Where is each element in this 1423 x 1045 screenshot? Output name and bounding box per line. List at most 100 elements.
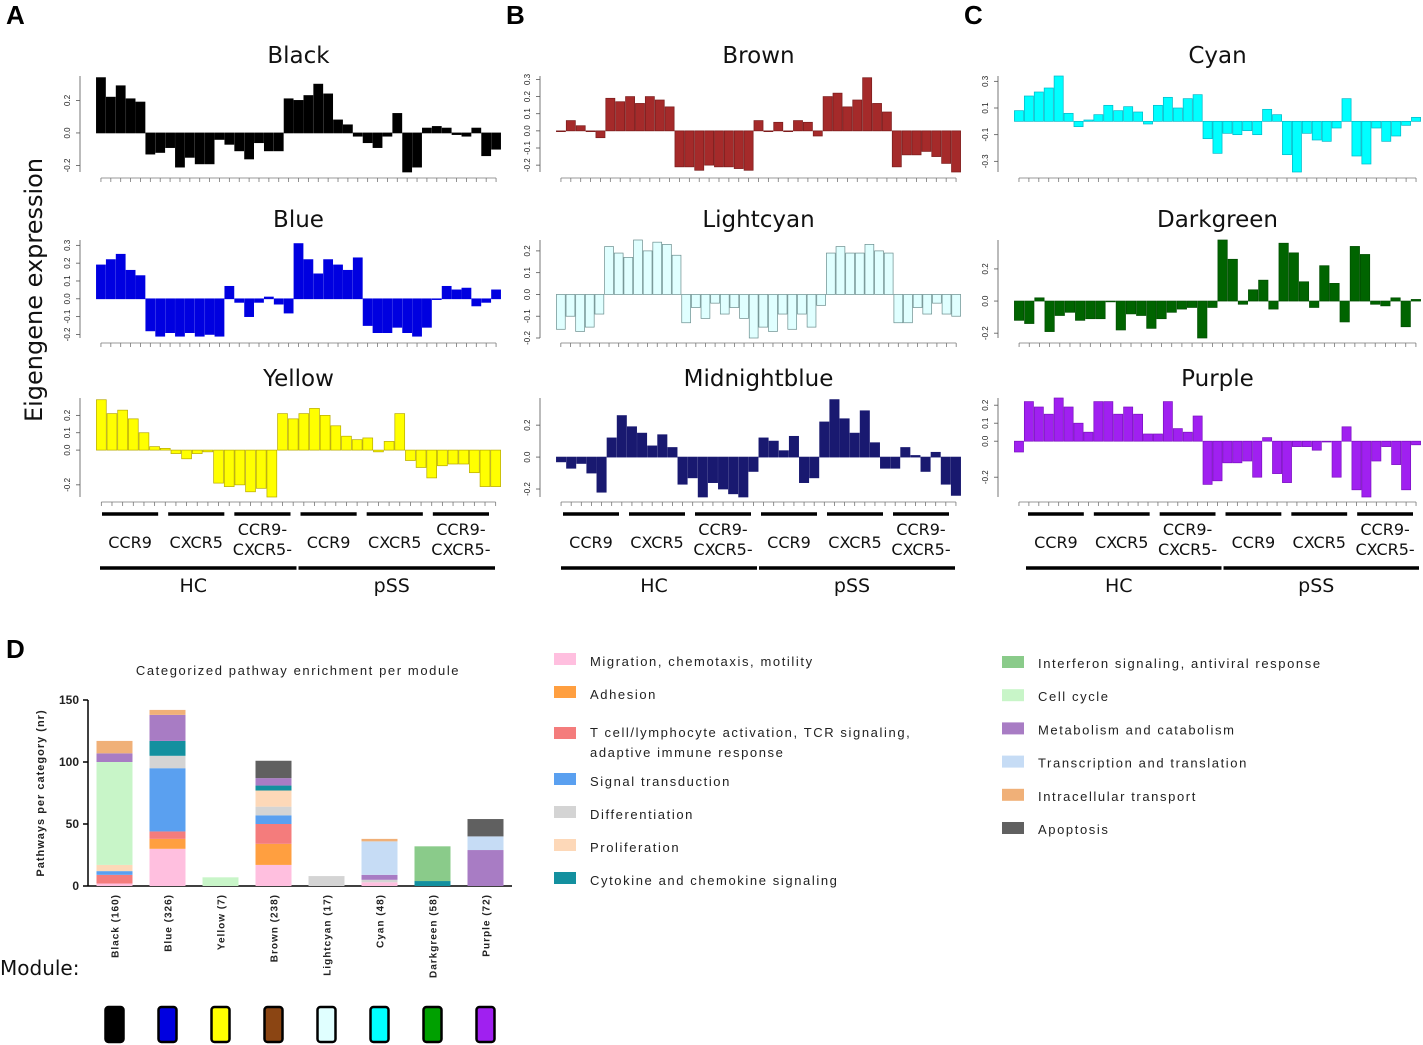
- stacked-segment: [361, 838, 398, 842]
- legend-swatch: [554, 653, 576, 665]
- eigengene-bar: [128, 418, 139, 451]
- eigengene-bar: [145, 298, 156, 332]
- module-plot-cyan: Cyan 0.3 0.1 -0.1 -0.3: [981, 43, 1421, 182]
- eigengene-bar: [1232, 440, 1243, 464]
- legend-swatch: [554, 839, 576, 851]
- y-tick-label: 0.2: [63, 257, 72, 269]
- eigengene-bar: [1014, 300, 1025, 321]
- group-label-dn-bottom: CXCR5-: [693, 540, 752, 559]
- eigengene-bar: [1227, 258, 1238, 302]
- eigengene-bar: [839, 418, 850, 458]
- group-label-dn-bottom: CXCR5-: [431, 540, 490, 559]
- eigengene-bar: [191, 449, 203, 454]
- eigengene-bar: [1033, 406, 1044, 442]
- eigengene-bar: [277, 413, 288, 451]
- stacked-segment: [414, 846, 451, 882]
- y-tick-label: -0.2: [523, 331, 532, 345]
- group-label-ccr9: CCR9: [569, 533, 613, 552]
- stacked-segment: [96, 874, 133, 884]
- legend-label: Interferon signaling, antiviral response: [1038, 656, 1322, 671]
- pathway-legend: Migration, chemotaxis, motility Adhesion T…: [554, 653, 1322, 888]
- legend-swatch: [1002, 822, 1024, 834]
- eigengene-bar: [362, 132, 373, 144]
- eigengene-bar: [575, 294, 585, 332]
- y-tick-label: 0.1: [63, 427, 72, 439]
- eigengene-bar: [575, 125, 586, 132]
- eigengene-bar: [951, 130, 961, 173]
- eigengene-bar: [145, 132, 156, 155]
- eigengene-bar: [1401, 440, 1412, 491]
- eigengene-bar: [415, 449, 427, 468]
- stacked-segment: [96, 864, 133, 872]
- y-tick-label: 0.2: [63, 409, 72, 421]
- eigengene-bar: [1329, 283, 1340, 302]
- module-plot-lightcyan: Lightcyan 0.2 0.1 0.0 -0.1 -0.2: [523, 207, 961, 347]
- category-label: Yellow (7): [217, 894, 228, 950]
- eigengene-bar: [941, 294, 952, 315]
- y-tick-label: -0.2: [63, 477, 72, 491]
- module-title: Lightcyan: [702, 207, 814, 233]
- y-tick-label: -0.2: [981, 470, 990, 484]
- module-plot-blue: Blue 0.3 0.2 0.1 0.0 -0.1 -0.2: [63, 207, 501, 347]
- eigengene-bar: [1176, 300, 1187, 310]
- module-label: Module:: [0, 956, 79, 980]
- eigengene-bar: [273, 132, 284, 152]
- legend-label: Signal transduction: [590, 774, 731, 789]
- eigengene-bar: [184, 132, 195, 158]
- eigengene-bar: [1115, 300, 1126, 331]
- eigengene-bar: [1410, 299, 1421, 302]
- stacked-segment: [96, 762, 133, 865]
- category-label: Black (160): [111, 894, 122, 958]
- stacked-segment: [149, 831, 186, 839]
- module-title: Blue: [273, 207, 324, 233]
- eigengene-bar: [677, 456, 688, 485]
- module-plot-midnightblue: Midnightblue 0.2 0.0 -0.2: [523, 366, 961, 506]
- eigengene-bar: [912, 294, 923, 308]
- category-label: Cyan (48): [376, 894, 387, 948]
- eigengene-bar: [394, 413, 406, 451]
- eigengene-bar: [1202, 120, 1213, 140]
- eigengene-bar: [293, 100, 304, 134]
- group-label-ccr9: CCR9: [1034, 533, 1078, 552]
- y-tick-label: 0.2: [981, 263, 990, 275]
- eigengene-bar: [491, 289, 501, 300]
- legend-label: Proliferation: [590, 840, 680, 855]
- eigengene-bar: [1166, 300, 1177, 313]
- eigengene-bar: [1113, 110, 1124, 122]
- eigengene-bar: [1361, 440, 1372, 498]
- module-swatch: [475, 1005, 496, 1044]
- eigengene-bar: [748, 294, 759, 339]
- chart-title: Categorized pathway enrichment per modul…: [136, 663, 460, 678]
- y-tick-label: 0.2: [523, 245, 532, 257]
- stacked-segment: [467, 836, 504, 851]
- eigengene-bar: [309, 408, 320, 451]
- eigengene-bar: [1105, 300, 1116, 303]
- group-label-dn-top: CCR9-: [1163, 520, 1212, 539]
- y-tick-label: 0.0: [523, 288, 532, 300]
- eigengene-bar: [372, 298, 383, 334]
- module-title: Darkgreen: [1157, 207, 1278, 233]
- category-label: Blue (326): [164, 894, 175, 952]
- eigengene-bar: [566, 456, 577, 469]
- module-plot-black: Black 0.2 0.0 -0.2: [63, 43, 501, 182]
- panel-letter-c: C: [964, 0, 983, 30]
- eigengene-bar: [1278, 242, 1289, 302]
- category-label: Darkgreen (58): [429, 894, 440, 978]
- eigengene-bar: [155, 298, 166, 337]
- eigengene-bar: [352, 132, 363, 137]
- eigengene-bar: [1133, 413, 1143, 442]
- legend-swatch: [554, 727, 576, 739]
- stacked-segment: [255, 864, 292, 886]
- eigengene-bar: [1298, 281, 1310, 302]
- eigengene-bar: [184, 298, 195, 334]
- eigengene-bar: [1014, 440, 1024, 453]
- eigengene-bar: [263, 296, 274, 300]
- eigengene-bar: [1043, 413, 1054, 442]
- eigengene-bar: [1133, 111, 1143, 122]
- eigengene-bar: [303, 259, 314, 300]
- y-tick-label: 100: [59, 755, 79, 769]
- eigengene-bar: [694, 130, 705, 171]
- stacked-segment: [361, 882, 398, 886]
- eigengene-bar: [1272, 440, 1282, 474]
- eigengene-bar: [383, 441, 395, 451]
